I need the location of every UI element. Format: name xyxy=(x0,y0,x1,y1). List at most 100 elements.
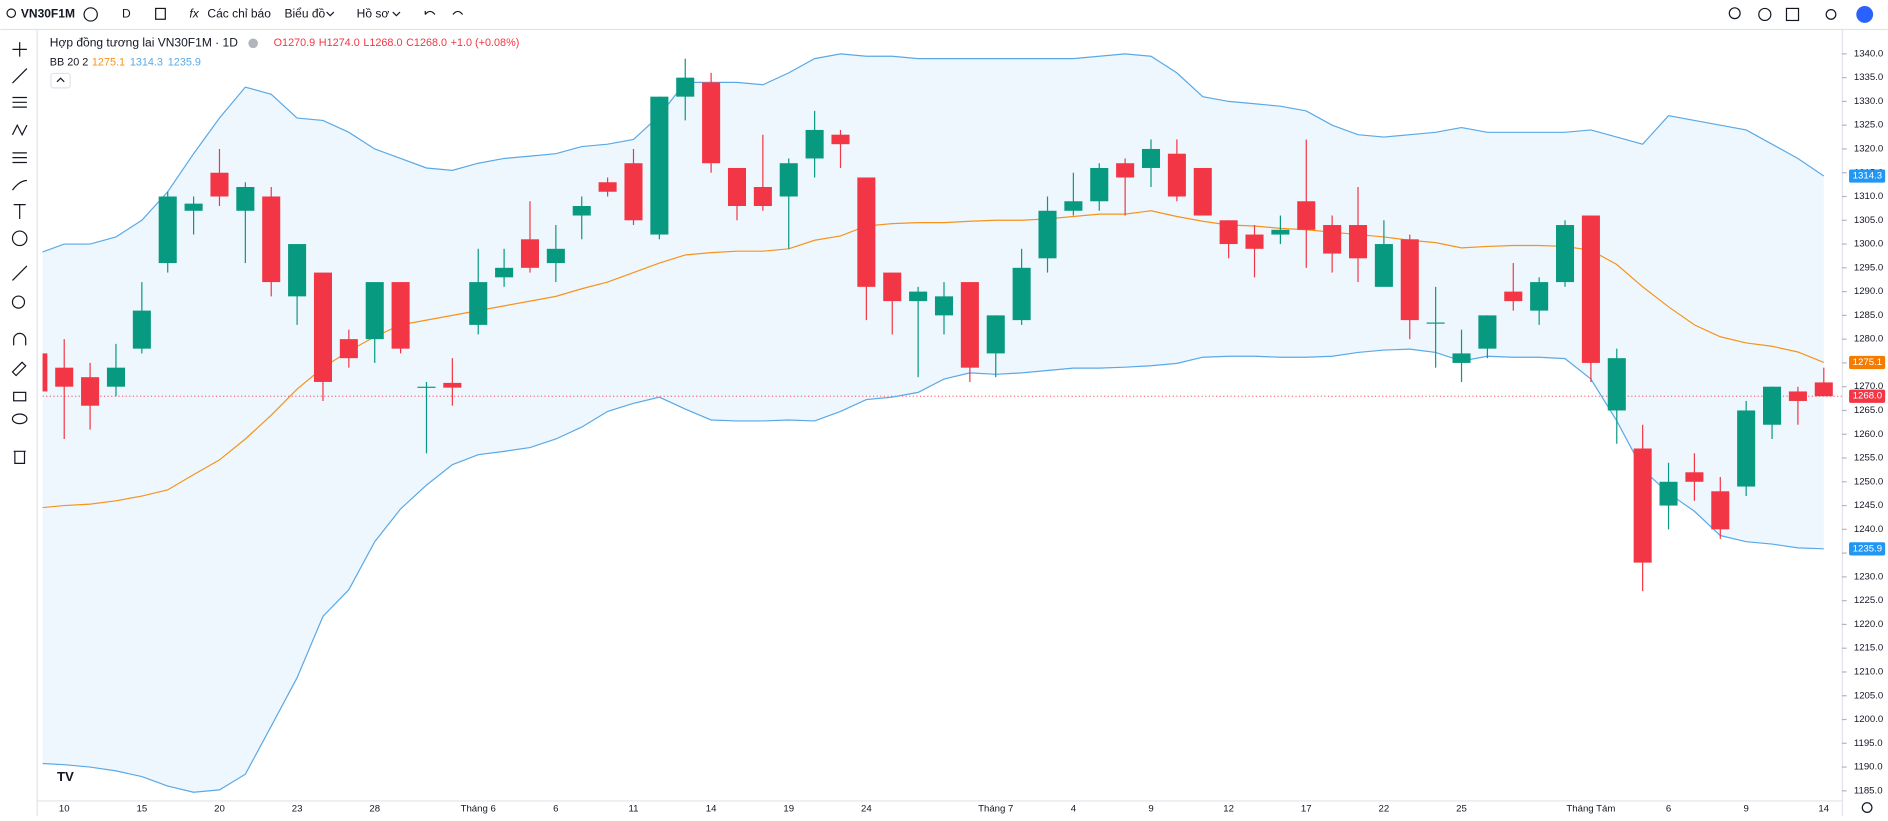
candle-body xyxy=(288,244,307,297)
price-badge-label: 1268.0 xyxy=(1853,391,1882,402)
candle-body xyxy=(1814,382,1833,397)
candle-body xyxy=(1348,225,1368,259)
zoom-tool[interactable] xyxy=(11,295,26,309)
candle-body xyxy=(81,377,100,406)
candle-body xyxy=(1659,481,1678,506)
emoji-tool[interactable] xyxy=(11,230,28,247)
candle-body xyxy=(417,386,436,388)
price-badge xyxy=(1849,355,1886,370)
y-tick-label: 1325.0 xyxy=(1854,120,1883,131)
x-tick-label: 28 xyxy=(369,803,380,814)
projection-tool[interactable] xyxy=(12,152,27,164)
y-tick-label: 1330.0 xyxy=(1854,96,1883,107)
interval[interactable]: D xyxy=(122,7,131,21)
candle-body xyxy=(339,339,358,359)
y-tick-label: 1340.0 xyxy=(1854,48,1883,59)
candle-body xyxy=(132,310,151,349)
redo[interactable] xyxy=(452,10,464,15)
fib-tool[interactable] xyxy=(12,96,27,108)
candle-body xyxy=(1607,358,1626,411)
zoom-icon[interactable] xyxy=(1728,7,1741,20)
dropdown-caret xyxy=(392,11,401,17)
candle-body xyxy=(469,282,488,325)
candle-body xyxy=(960,282,979,368)
candle-body xyxy=(158,196,177,264)
settings-icon[interactable] xyxy=(1758,7,1772,22)
brush-tool[interactable] xyxy=(11,179,27,191)
chart-style-icon[interactable] xyxy=(155,7,166,20)
lock-tool[interactable] xyxy=(13,391,27,402)
measure-tool[interactable] xyxy=(12,265,28,281)
indicator-value: 1275.1 xyxy=(92,56,125,68)
indicators-button[interactable]: Các chỉ báo xyxy=(207,7,271,21)
x-tick-label: 20 xyxy=(214,803,225,814)
visibility-tool[interactable] xyxy=(11,413,28,425)
candle-body xyxy=(495,267,514,278)
undo[interactable] xyxy=(424,10,436,15)
add-symbol[interactable] xyxy=(83,7,98,22)
chart-type-button[interactable]: Biểu đồ xyxy=(284,7,325,21)
x-tick-label: 22 xyxy=(1379,803,1390,814)
collapse-legend[interactable] xyxy=(50,72,71,89)
candle-body xyxy=(986,315,1005,354)
price-badge-label: 1235.9 xyxy=(1853,543,1882,554)
y-tick-label: 1310.0 xyxy=(1854,191,1883,202)
text-tool[interactable] xyxy=(13,204,26,220)
left-toolbar xyxy=(11,30,38,817)
y-tick-label: 1230.0 xyxy=(1854,571,1883,582)
profile-button[interactable]: Hồ sơ xyxy=(357,7,390,21)
x-tick-label: 10 xyxy=(59,803,70,814)
candle-body xyxy=(934,296,954,316)
fullscreen-icon[interactable] xyxy=(1785,7,1800,22)
y-tick-label: 1300.0 xyxy=(1854,239,1883,250)
candle-body xyxy=(262,196,281,283)
search-icon[interactable] xyxy=(6,8,17,19)
candle-body xyxy=(210,172,229,197)
price-badge-label: 1275.1 xyxy=(1853,357,1882,368)
candle-body xyxy=(805,129,824,159)
share-icon[interactable] xyxy=(1825,9,1837,20)
candle-body xyxy=(1400,239,1419,321)
title-dot xyxy=(248,38,258,49)
ohlc-value: H1274.0 xyxy=(319,37,360,49)
candle-body xyxy=(883,272,902,302)
candle-body xyxy=(624,163,643,221)
x-tick-label: 14 xyxy=(1818,803,1829,814)
crosshair-tool[interactable] xyxy=(12,42,27,57)
y-tick-label: 1215.0 xyxy=(1854,643,1883,654)
delete-tool[interactable] xyxy=(13,450,26,464)
y-tick-label: 1200.0 xyxy=(1854,714,1883,725)
candle-body xyxy=(1090,167,1109,202)
x-tick-label: 19 xyxy=(783,803,794,814)
candle-body xyxy=(1012,267,1031,321)
symbol[interactable]: VN30F1M xyxy=(21,7,75,21)
tv-logo: TV xyxy=(57,769,74,784)
candle-body xyxy=(1323,225,1342,254)
trend-line-tool[interactable] xyxy=(12,68,28,84)
x-tick-label: 11 xyxy=(628,803,638,814)
x-tick-label: 6 xyxy=(553,803,558,814)
draw-mode-tool[interactable] xyxy=(11,361,27,377)
plot-area xyxy=(42,53,1842,793)
candle-body xyxy=(1426,322,1445,324)
x-tick-label: 24 xyxy=(861,803,872,814)
indicator-value: 1314.3 xyxy=(130,56,163,68)
x-tick-label: 15 xyxy=(136,803,147,814)
candle-body xyxy=(1245,234,1264,249)
y-tick-label: 1295.0 xyxy=(1854,262,1883,273)
indicator-values: 1275.1 1314.3 1235.9 xyxy=(92,56,201,68)
chart-title: Hợp đồng tương lai VN30F1M · 1D xyxy=(50,35,238,49)
candle-body xyxy=(1452,353,1471,363)
dropdown-caret xyxy=(326,11,335,17)
x-tick-label: 25 xyxy=(1456,803,1467,814)
magnet-tool[interactable] xyxy=(13,332,27,346)
candle-body xyxy=(1581,215,1600,363)
candle-body xyxy=(520,239,540,268)
y-tick-label: 1240.0 xyxy=(1854,524,1883,535)
pattern-tool[interactable] xyxy=(11,123,28,137)
candle-body xyxy=(1478,315,1497,349)
axis-settings[interactable] xyxy=(1861,802,1873,813)
candle-body xyxy=(546,248,565,264)
y-tick-label: 1190.0 xyxy=(1854,762,1883,773)
logo xyxy=(1856,6,1874,23)
